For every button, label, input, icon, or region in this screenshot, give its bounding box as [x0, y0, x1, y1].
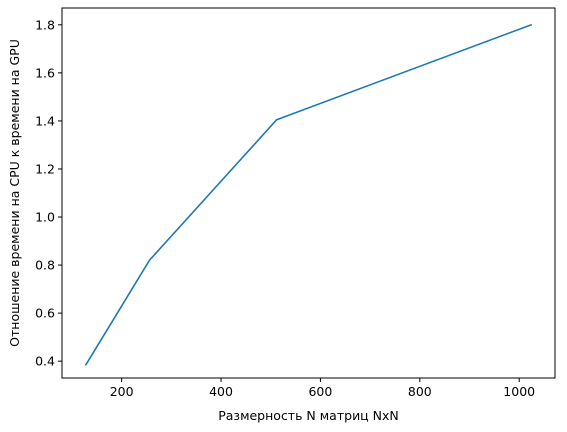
y-tick-label: 1.6 — [35, 65, 55, 80]
y-tick-label: 1.0 — [35, 210, 55, 225]
y-tick-label: 0.6 — [35, 306, 55, 321]
x-tick-label: 600 — [308, 384, 332, 399]
series-line — [85, 24, 532, 366]
data-point — [275, 118, 278, 121]
x-tick-label: 200 — [110, 384, 134, 399]
x-tick-label: 400 — [209, 384, 233, 399]
y-tick-label: 1.2 — [35, 161, 55, 176]
data-point — [530, 24, 532, 26]
x-axis: 200 400 600 800 1000 — [110, 378, 535, 399]
plot-frame — [61, 7, 556, 379]
series-layer — [85, 24, 532, 366]
y-tick-label: 0.4 — [35, 354, 55, 369]
x-axis-label: Размерность N матриц NxN — [218, 408, 399, 423]
x-tick-label: 800 — [408, 384, 432, 399]
data-point — [85, 363, 87, 366]
x-tick-label: 1000 — [503, 384, 535, 399]
y-tick-label: 1.8 — [35, 17, 55, 32]
y-axis-label: Отношение времени на CPU к времени на GP… — [7, 39, 22, 347]
y-tick-label: 1.4 — [35, 113, 55, 128]
data-point — [148, 259, 151, 262]
y-tick-label: 0.8 — [35, 258, 55, 273]
y-axis: 0.4 0.6 0.8 1.0 1.2 1.4 1.6 1.8 — [35, 17, 62, 369]
